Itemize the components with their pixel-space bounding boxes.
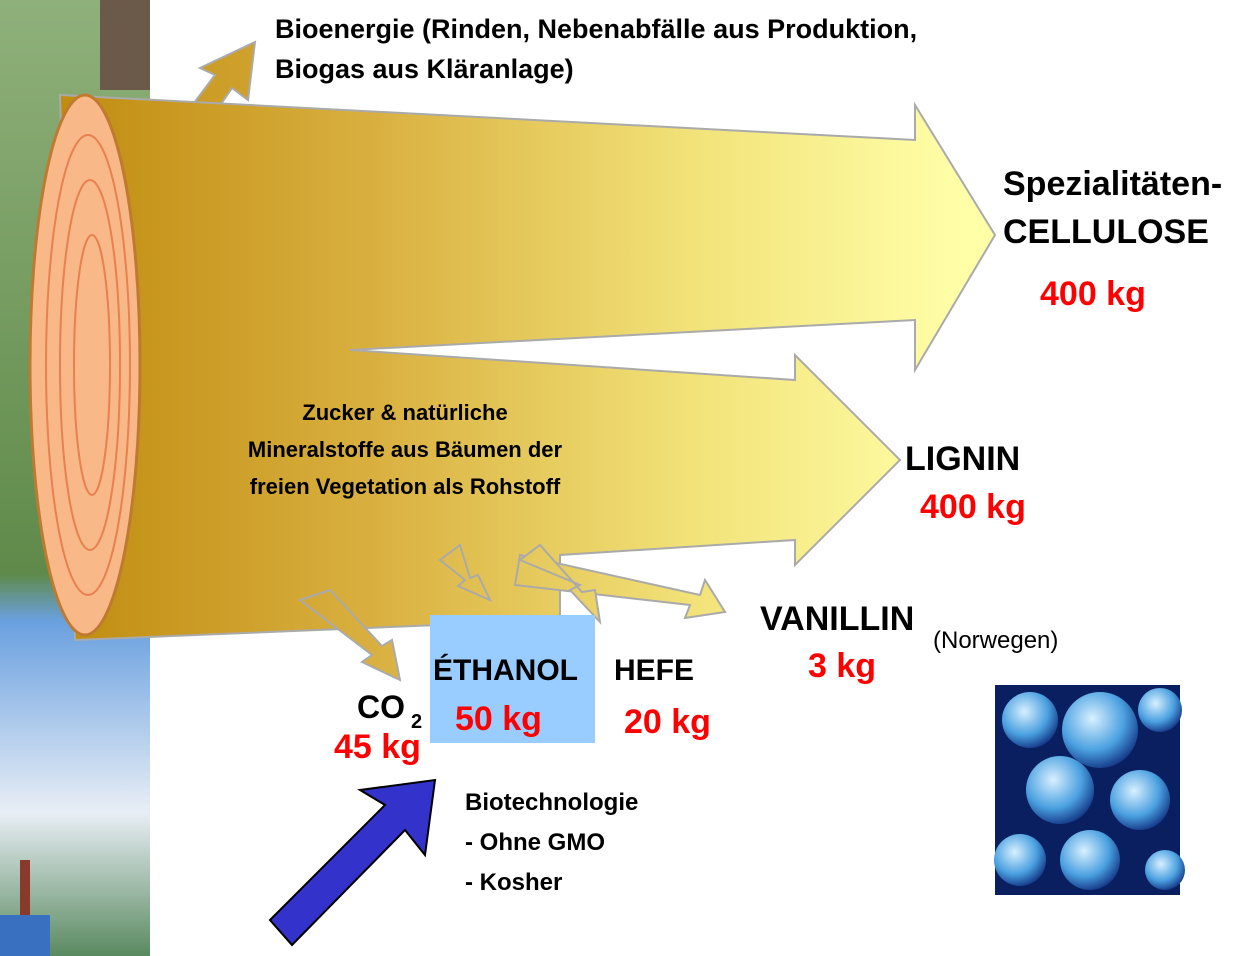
output-amount: 3 kg (808, 647, 876, 685)
biotech-item: - Ohne GMO (465, 829, 605, 856)
output-note: (Norwegen) (933, 627, 1058, 654)
output-label: ÉTHANOL (433, 653, 578, 687)
title: Biogas aus Kläranlage) (275, 54, 574, 84)
center-label: Mineralstoffe aus Bäumen der (248, 437, 563, 462)
house (100, 0, 150, 90)
slide: Bioenergie (Rinden, Nebenabfälle aus Pro… (0, 0, 1239, 956)
output-label: LIGNIN (905, 440, 1020, 478)
output-label: HEFE (614, 654, 694, 687)
biotech-title: Biotechnologie (465, 789, 638, 816)
output-amount: 50 kg (455, 700, 542, 738)
output-label: CELLULOSE (1003, 213, 1209, 251)
output-label: VANILLIN (760, 600, 914, 638)
factory (0, 915, 50, 956)
biotech-arrow (270, 780, 435, 945)
center-label: freien Vegetation als Rohstoff (250, 474, 561, 499)
output-amount: 20 kg (624, 703, 711, 741)
center-label: Zucker & natürliche (302, 400, 507, 425)
output-amount: 400 kg (920, 488, 1026, 526)
biotech-item: - Kosher (465, 869, 562, 896)
output-amount: 45 kg (334, 728, 421, 766)
output-amount: 400 kg (1040, 275, 1146, 313)
output-label: Spezialitäten- (1003, 165, 1222, 203)
title: Bioenergie (Rinden, Nebenabfälle aus Pro… (275, 14, 917, 44)
output-label: CO (357, 689, 405, 725)
